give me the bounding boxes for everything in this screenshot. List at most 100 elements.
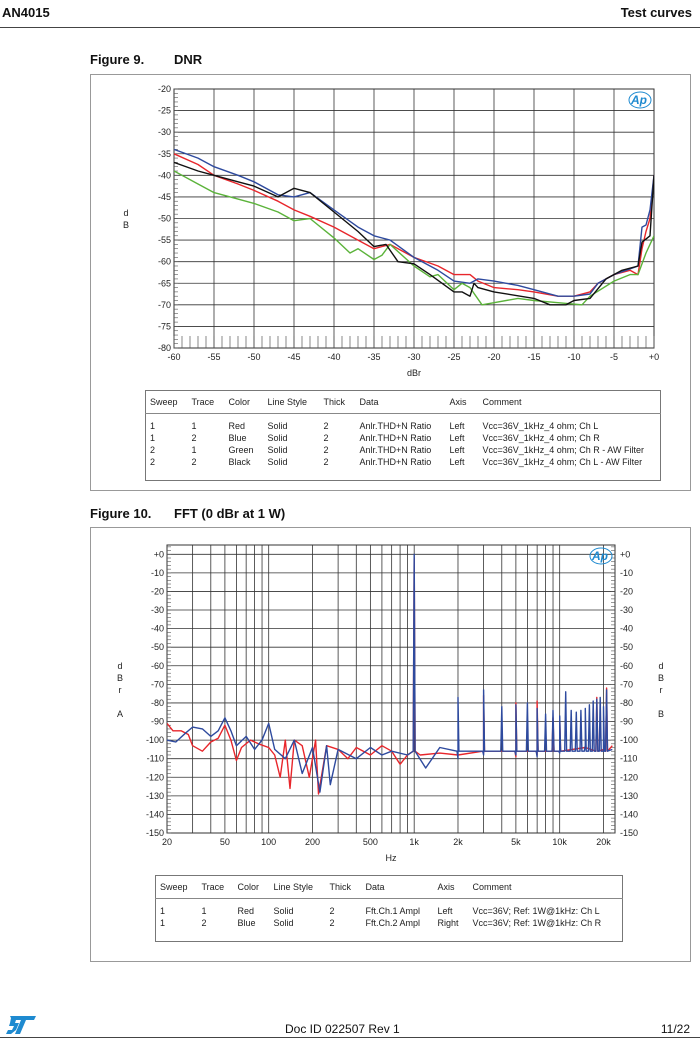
cell-line-style: Line Style <box>269 875 326 899</box>
x-tick-label: -45 <box>287 352 300 362</box>
chart-dnr: Ap <box>173 88 655 349</box>
x-tick-label: 100 <box>261 837 276 847</box>
cell-data: Anlr.THD+N Ratio <box>359 457 432 467</box>
series-blue <box>167 553 613 793</box>
cell-thick: 2 <box>329 918 335 928</box>
x-axis-label: Hz <box>386 853 397 863</box>
cell-thick: 2 <box>323 445 329 455</box>
x-tick-label: -60 <box>167 352 180 362</box>
x-tick-label: -55 <box>207 352 220 362</box>
cell-comment: Vcc=36V_1kHz_4 ohm; Ch R - AW Filter <box>482 445 644 455</box>
cell-trace: 2 <box>191 457 197 467</box>
y-tick-label: -140 <box>146 809 164 819</box>
cell-comment: Vcc=36V_1kHz_4 ohm; Ch L - AW Filter <box>482 457 643 467</box>
y-tick-label: -110 <box>147 754 164 764</box>
plot-area <box>166 544 616 834</box>
figure-caption: DNR <box>174 52 203 67</box>
y-tick-label-right: +0 <box>620 549 630 559</box>
y-tick-label: -50 <box>158 214 171 224</box>
cell-data: Data <box>361 875 434 899</box>
y-tick-label-right: -100 <box>620 735 638 745</box>
y-tick-label-right: -110 <box>620 754 637 764</box>
page-number: 11/22 <box>660 1022 690 1036</box>
x-tick-label: -25 <box>447 352 460 362</box>
x-tick-label: -35 <box>367 352 380 362</box>
x-tick-label: -50 <box>247 352 260 362</box>
section-title: Test curves <box>620 5 692 20</box>
x-tick-label: 500 <box>363 837 378 847</box>
cell-sweep: Sweep <box>155 875 198 899</box>
y-axis-label-left: d <box>117 661 122 671</box>
y-axis-label-left: r <box>119 685 122 695</box>
figure-9-title: Figure 9. DNR <box>90 52 202 67</box>
y-tick-label-right: -70 <box>620 679 633 689</box>
y-axis-label: B <box>123 220 129 230</box>
y-tick-label-right: -10 <box>620 568 633 578</box>
cell-color: Blue <box>237 918 256 928</box>
legend-spacer <box>156 929 623 942</box>
cell-line-style: Solid <box>267 433 288 443</box>
x-tick-label: -5 <box>610 352 618 362</box>
cell-line-style: Solid <box>273 918 294 928</box>
legend-header-row: Sweep Trace Color Line Style Thick Data Axis Co… <box>145 390 661 414</box>
cell-line-style: Solid <box>273 906 294 916</box>
cell-color: Blue <box>228 433 247 443</box>
cell-line-style: Solid <box>267 421 288 431</box>
cell-trace: 1 <box>191 421 197 431</box>
y-tick-label: -30 <box>158 127 171 137</box>
x-tick-label: 1k <box>409 837 419 847</box>
cell-axis: Axis <box>445 390 479 414</box>
cell-comment: Comment <box>478 390 661 414</box>
y-tick-label: -65 <box>158 278 171 288</box>
legend-spacer <box>146 468 661 481</box>
y-tick-label-right: -130 <box>620 791 638 801</box>
cell-comment: Vcc=36V_1kHz_4 ohm; Ch R <box>482 433 600 443</box>
y-tick-label-right: -140 <box>620 809 638 819</box>
y-tick-label: -10 <box>151 568 164 578</box>
x-tick-label: 10k <box>552 837 567 847</box>
y-axis-label-right: d <box>658 661 663 671</box>
cell-data: Anlr.THD+N Ratio <box>359 421 432 431</box>
cell-color: Green <box>228 445 254 455</box>
cell-thick: 2 <box>323 421 329 431</box>
cell-axis: Left <box>449 445 465 455</box>
y-tick-label: -40 <box>151 624 164 634</box>
legend-row: 1 1 Red Solid 2 Fft.Ch.1 Ampl Left Vcc=36V; Ref… <box>156 899 623 918</box>
y-tick-label: -20 <box>151 586 164 596</box>
cell-data: Fft.Ch.2 Ampl <box>365 918 421 928</box>
y-tick-label: -75 <box>158 321 171 331</box>
legend-table-fft: Sweep Trace Color Line Style Thick Data Axis Co… <box>155 875 623 942</box>
y-axis-label-right: B <box>658 673 664 683</box>
figure-caption: FFT (0 dBr at 1 W) <box>174 506 286 521</box>
y-tick-label: -130 <box>146 791 164 801</box>
cell-sweep: 1 <box>150 421 156 431</box>
x-tick-label: 200 <box>305 837 320 847</box>
doc-id: Doc ID 022507 Rev 1 <box>285 1022 400 1036</box>
figure-number: Figure 10. <box>90 506 152 521</box>
cell-trace: Trace <box>197 875 234 899</box>
cell-sweep: 2 <box>150 457 156 467</box>
y-tick-label: -30 <box>151 605 164 615</box>
figure-10-title: Figure 10. FFT (0 dBr at 1 W) <box>90 506 285 521</box>
y-tick-label-right: -30 <box>620 605 633 615</box>
cell-thick: Thick <box>319 390 356 414</box>
cell-trace: Trace <box>187 390 225 414</box>
legend-row: 1 2 Blue Solid 2 Anlr.THD+N Ratio Left Vcc=36V_… <box>146 432 661 444</box>
y-tick-label: -55 <box>158 235 171 245</box>
cell-color: Black <box>228 457 251 467</box>
x-tick-label: -30 <box>407 352 420 362</box>
y-tick-label: -60 <box>151 661 164 671</box>
cell-trace: 1 <box>201 906 207 916</box>
y-tick-label-right: -120 <box>620 772 638 782</box>
cell-thick: 2 <box>323 433 329 443</box>
cell-axis: Left <box>449 457 465 467</box>
cell-line-style: Solid <box>267 445 288 455</box>
st-logo <box>6 1014 38 1041</box>
cell-axis: Axis <box>433 875 469 899</box>
x-axis-label: dBr <box>407 368 421 378</box>
y-tick-label-right: -60 <box>620 661 633 671</box>
cell-thick: 2 <box>329 906 335 916</box>
logo-ring <box>628 91 652 109</box>
y-tick-label-right: -90 <box>620 717 633 727</box>
